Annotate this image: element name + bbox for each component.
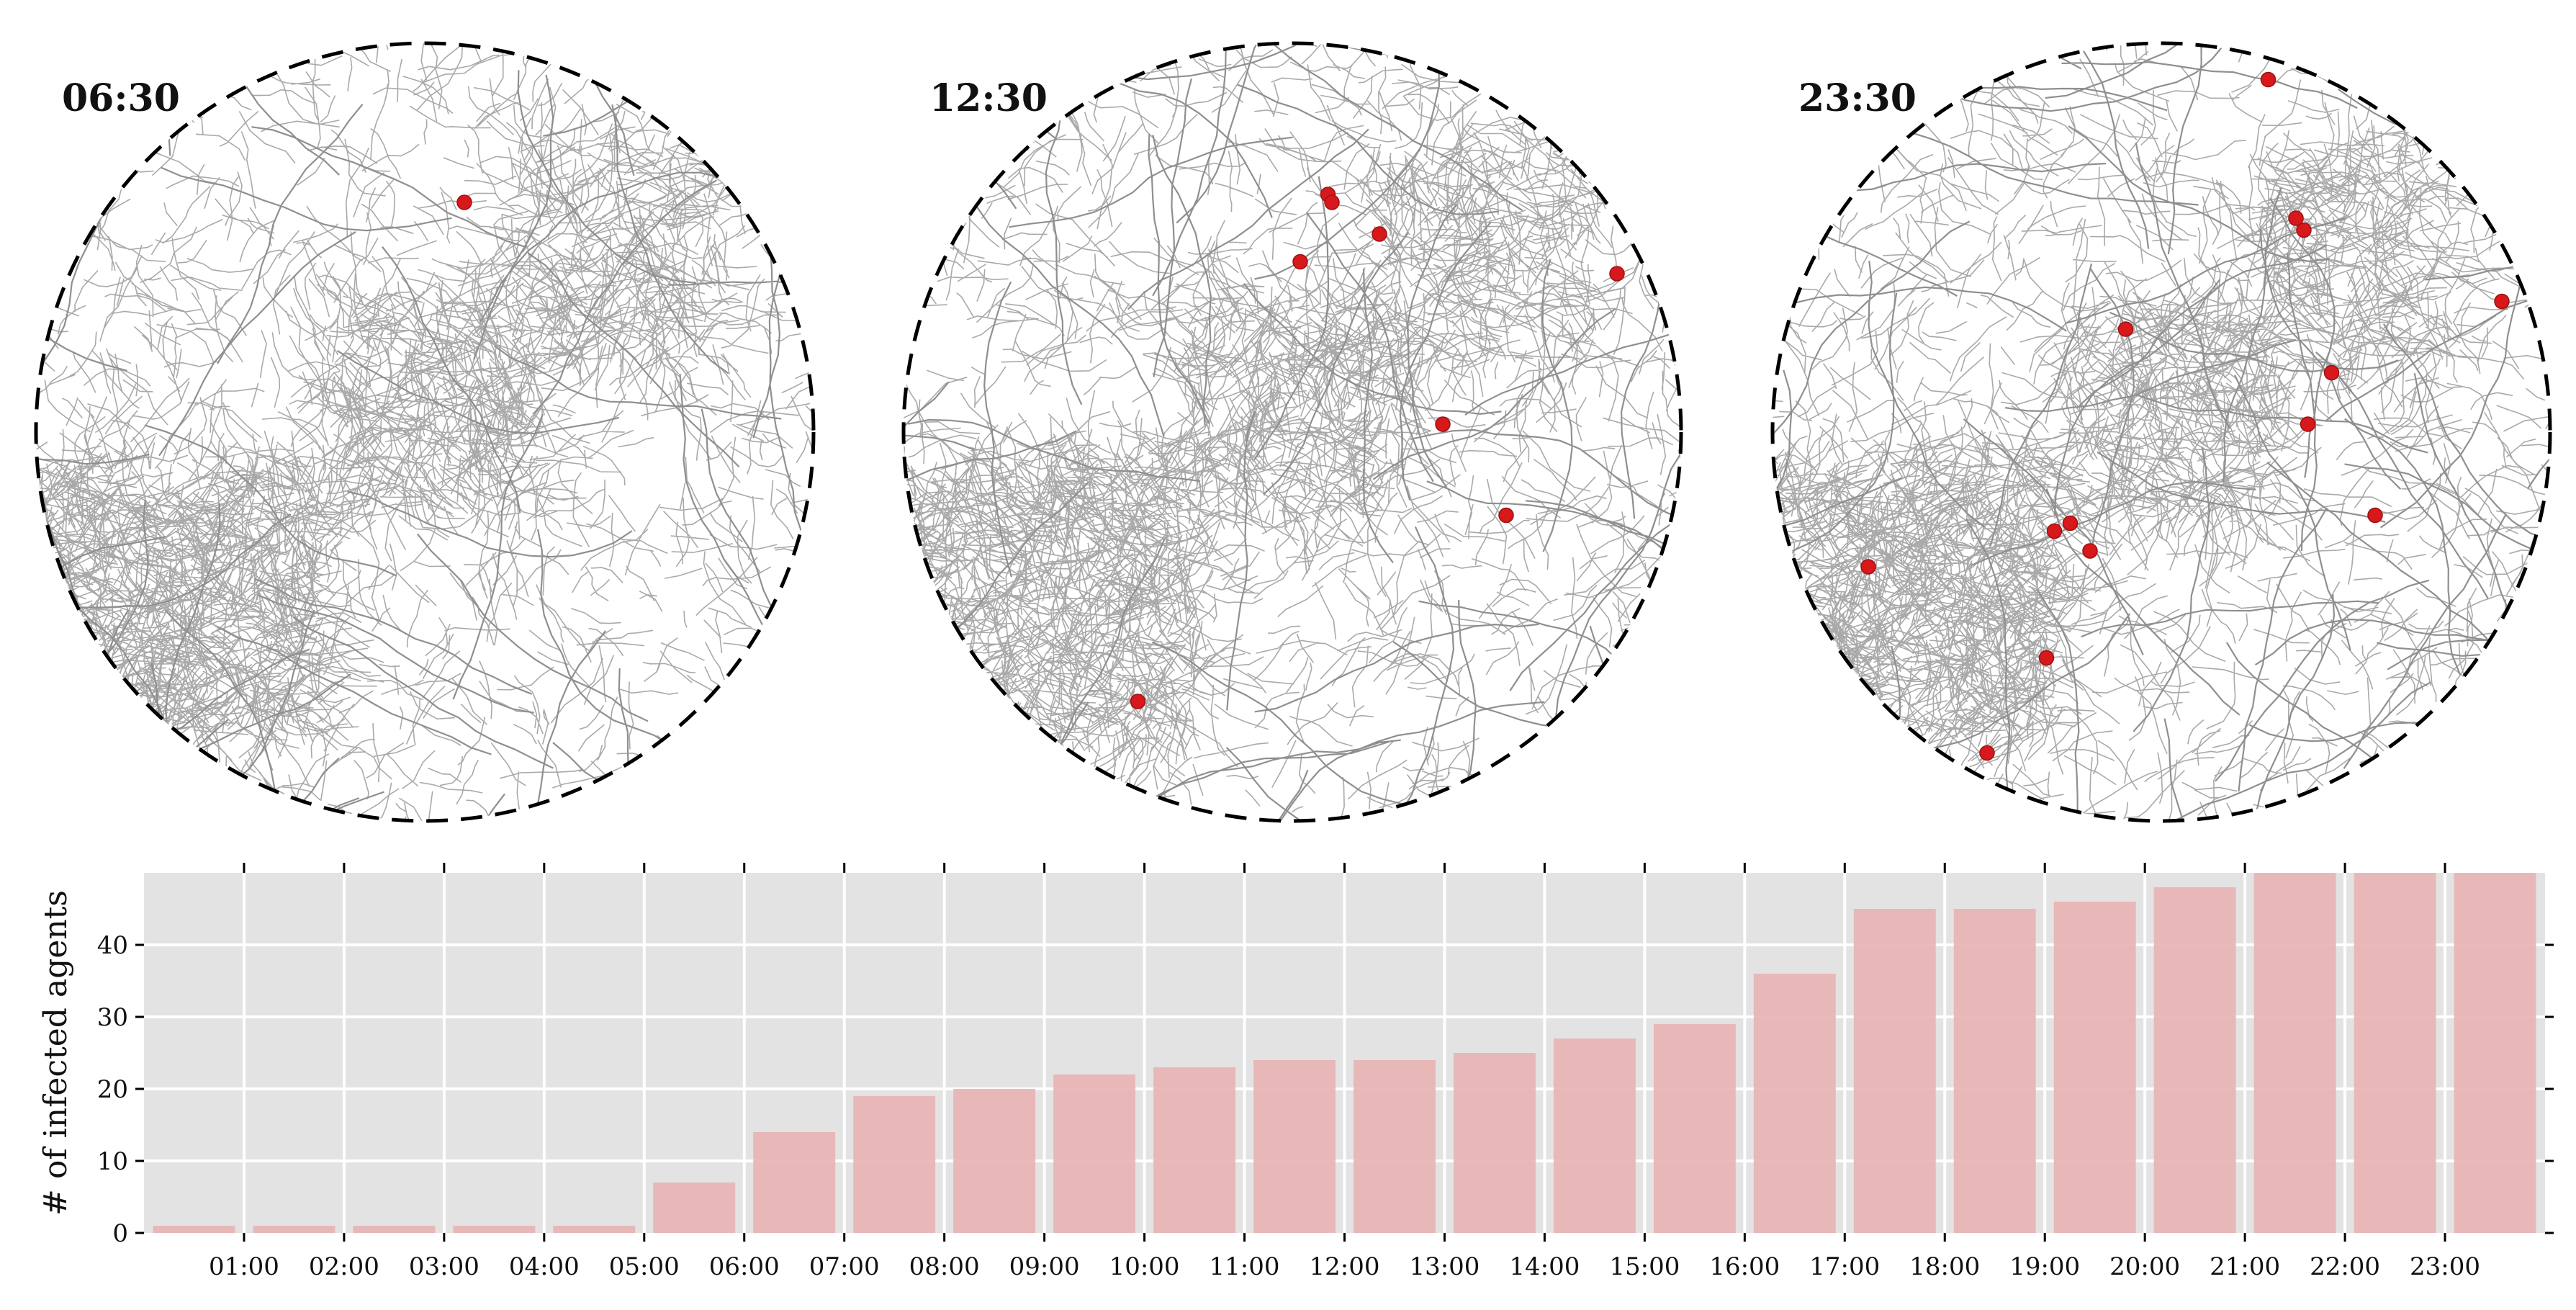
map-panel-0630: 06:30	[29, 36, 821, 828]
x-tick-label: 22:00	[2310, 1252, 2380, 1281]
x-tick-label: 20:00	[2109, 1252, 2180, 1281]
road-lines	[904, 43, 1681, 821]
map-time-label: 12:30	[929, 76, 1048, 120]
infected-agent-point	[2260, 71, 2276, 88]
infected-agent-point	[1292, 254, 1308, 270]
infected-agent-point	[2046, 523, 2063, 539]
map-time-label: 23:30	[1798, 76, 1917, 120]
infected-agent-point	[2323, 364, 2340, 381]
infected-agent-point	[456, 194, 472, 210]
bar-06:00	[753, 1132, 836, 1233]
bar-09:00	[1053, 1075, 1136, 1233]
infected-agent-point	[1860, 559, 1876, 575]
x-tick-label: 08:00	[909, 1252, 980, 1281]
x-tick-label: 21:00	[2210, 1252, 2280, 1281]
bar-19:00	[2053, 902, 2136, 1233]
x-tick-label: 02:00	[309, 1252, 379, 1281]
map-boundary-circle	[34, 41, 816, 823]
x-tick-label: 11:00	[1210, 1252, 1280, 1281]
bar-04:00	[553, 1226, 636, 1233]
bar-10:00	[1153, 1067, 1236, 1233]
x-tick-label: 16:00	[1709, 1252, 1780, 1281]
infected-agent-point	[1609, 266, 1625, 282]
road-network-map	[901, 41, 1683, 823]
road-network-map	[1770, 41, 2552, 823]
x-tick-label: 07:00	[809, 1252, 880, 1281]
infected-agent-point	[2038, 650, 2055, 666]
x-tick-label: 13:00	[1409, 1252, 1480, 1281]
infected-agent-point	[2062, 515, 2079, 531]
bar-17:00	[1853, 909, 1936, 1233]
infected-agent-point	[2082, 543, 2098, 559]
x-tick-label: 03:00	[409, 1252, 479, 1281]
bar-14:00	[1553, 1038, 1636, 1233]
road-network-map	[34, 41, 816, 823]
x-tick-label: 04:00	[509, 1252, 580, 1281]
map-panel-2330: 23:30	[1765, 36, 2557, 828]
bar-16:00	[1753, 974, 1836, 1233]
infected-agent-point	[2117, 321, 2134, 337]
bar-11:00	[1253, 1060, 1336, 1233]
x-tick-label: 10:00	[1109, 1252, 1180, 1281]
bar-13:00	[1453, 1053, 1536, 1233]
map-boundary-circle	[901, 41, 1683, 823]
map-time-label: 06:30	[62, 76, 180, 120]
x-tick-label: 01:00	[209, 1252, 279, 1281]
bar-20:00	[2153, 887, 2236, 1233]
bar-15:00	[1653, 1024, 1736, 1233]
bar-02:00	[353, 1226, 436, 1233]
x-tick-label: 14:00	[1509, 1252, 1580, 1281]
infected-agent-point	[1435, 416, 1451, 432]
bar-22:00	[2354, 873, 2436, 1233]
bar-00:00	[153, 1226, 235, 1233]
chart-gridlines	[144, 873, 2545, 1233]
y-tick-label: 0	[112, 1219, 128, 1248]
infected-agent-point	[2494, 293, 2510, 310]
y-tick-label: 30	[97, 1003, 128, 1032]
y-tick-label: 10	[97, 1147, 128, 1176]
infected-agent-point	[1372, 226, 1387, 242]
y-axis-label: # of infected agents	[37, 890, 74, 1216]
infected-agent-point	[1498, 507, 1514, 524]
bar-23:00	[2454, 873, 2536, 1233]
bar-01:00	[253, 1226, 335, 1233]
x-tick-label: 15:00	[1609, 1252, 1680, 1281]
infected-agent-point	[2288, 210, 2304, 226]
bar-21:00	[2253, 873, 2336, 1233]
infected-agent-point	[1324, 194, 1340, 210]
x-tick-label: 06:00	[709, 1252, 780, 1281]
x-tick-label: 09:00	[1009, 1252, 1080, 1281]
y-tick-label: 20	[97, 1075, 128, 1104]
x-tick-label: 12:00	[1310, 1252, 1380, 1281]
x-tick-label: 17:00	[1809, 1252, 1880, 1281]
infected-agent-point	[2296, 222, 2312, 238]
bar-03:00	[453, 1226, 536, 1233]
map-panel-1230: 12:30	[896, 36, 1688, 828]
bar-18:00	[1953, 909, 2036, 1233]
x-tick-label: 23:00	[2410, 1252, 2480, 1281]
map-boundary-circle	[1770, 41, 2552, 823]
infected-agent-point	[2367, 507, 2383, 524]
bar-12:00	[1354, 1060, 1436, 1233]
infected-agent-point	[1979, 745, 1995, 761]
bar-05:00	[653, 1183, 736, 1233]
x-tick-label: 05:00	[609, 1252, 680, 1281]
x-tick-label: 18:00	[1909, 1252, 1980, 1281]
y-tick-label: 40	[97, 931, 128, 960]
chart-bars	[153, 873, 2536, 1233]
bar-08:00	[953, 1089, 1036, 1233]
infected-agent-point	[2300, 416, 2316, 432]
infected-agent-point	[1130, 694, 1146, 709]
chart-axes: 01:00 02:00 03:00 04:00 05:00 06:00 07:00 08:00…	[97, 863, 2554, 1281]
x-tick-label: 19:00	[2009, 1252, 2080, 1281]
bar-07:00	[853, 1096, 936, 1233]
